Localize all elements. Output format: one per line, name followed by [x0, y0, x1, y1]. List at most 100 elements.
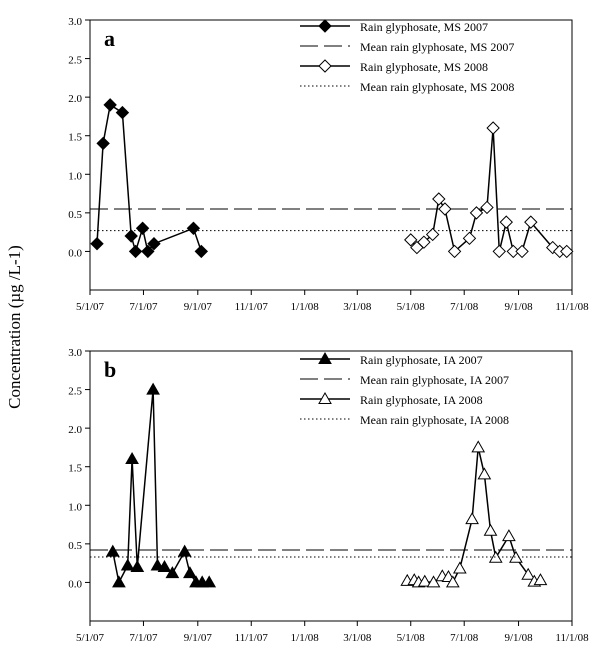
panel-a-series-3-point — [480, 200, 494, 215]
panel-b-y-tick-label: 1.0 — [68, 501, 82, 513]
panel-a-series-1-point — [141, 244, 155, 259]
panel-b-y-tick-label: 0.0 — [68, 578, 82, 590]
panel-b-series-3-point — [445, 575, 460, 588]
panel-b-series-1-point — [120, 558, 135, 571]
panel-a-series-1-point — [90, 237, 104, 251]
panel-a-series-1-point — [124, 229, 138, 243]
panel-a-y-tick-label: 1.5 — [68, 132, 82, 144]
panel-b-series-1-point — [157, 559, 172, 572]
panel-a-series-1-line — [96, 103, 203, 255]
panel-a-plot-frame — [89, 19, 573, 291]
panel-a-series-1-point — [186, 221, 201, 235]
panel-a-series-3-point — [524, 215, 538, 229]
panel-a-x-tick-label: 5/1/08 — [397, 301, 426, 313]
panel-a-letter: a — [104, 26, 115, 51]
panel-a-series-1-point — [115, 105, 130, 120]
panel-a-series-3-point — [492, 244, 506, 259]
panel-a-series-3-legend-marker — [318, 59, 332, 73]
panel-b-x-tick-label: 11/1/07 — [235, 632, 269, 644]
panel-a-x-tick-label: 3/1/08 — [343, 301, 372, 313]
panel-b-series-3-point — [488, 550, 503, 563]
panel-a-y-tick-label: 2.0 — [68, 93, 82, 105]
panel-b-series-3-point — [509, 550, 523, 563]
panel-a-x-tick-label: 7/1/08 — [450, 301, 479, 313]
panel-a-series-1-point — [135, 221, 150, 235]
panel-b-series-3-point — [471, 440, 486, 453]
panel-b-series-3-point — [502, 529, 516, 542]
panel-a-x-tick-label: 1/1/08 — [291, 301, 320, 313]
panel-b-series-1-legend-label: Rain glyphosate, IA 2007 — [360, 353, 483, 367]
panel-b-x-tick-label: 7/1/07 — [129, 632, 158, 644]
panel-b-series-1-point — [165, 566, 180, 579]
panel-b-series-3-point — [465, 512, 479, 525]
panel-a-series-3-legend-label: Rain glyphosate, MS 2008 — [360, 60, 488, 74]
panel-a-series-3-point — [404, 233, 418, 247]
panel-b-x-tick-label: 7/1/08 — [450, 632, 479, 644]
panel-b-series-3-legend-marker — [318, 391, 332, 404]
panel-a-series-1-point — [128, 244, 143, 259]
panel-b-series-1-point — [146, 382, 160, 395]
panel-b-series-3-legend-label: Rain glyphosate, IA 2008 — [360, 393, 483, 407]
panel-b-series-3-point — [477, 467, 492, 480]
panel-a-x-tick-label: 5/1/07 — [76, 301, 105, 313]
panel-a-y-tick-label: 2.5 — [68, 55, 82, 67]
panel-b-series-1-legend-marker — [318, 351, 332, 364]
panel-b-series-1-point — [112, 575, 126, 588]
panel-a-x-tick-label: 7/1/07 — [129, 301, 158, 313]
panel-b-series-2-legend-label: Mean rain glyphosate, IA 2007 — [360, 373, 509, 387]
panel-b-x-tick-label: 1/1/08 — [291, 632, 320, 644]
panel-b-series-1-point — [130, 559, 145, 572]
panel-b-y-tick-label: 1.5 — [68, 463, 82, 475]
panel-a-y-tick-label: 3.0 — [68, 16, 82, 28]
panel-a-series-3-point — [506, 244, 520, 259]
panel-a-series-1-legend-marker — [318, 19, 332, 33]
panel-a-x-tick-label: 9/1/08 — [504, 301, 533, 313]
panel-a-series-3-point — [499, 215, 513, 229]
panel-a-series-3-point — [486, 121, 500, 135]
panel-b-series-4-legend-label: Mean rain glyphosate, IA 2008 — [360, 413, 509, 427]
panel-b-series-3-point — [417, 574, 432, 587]
panel-b-x-tick-label: 11/1/08 — [555, 632, 589, 644]
panel-b-series-1-point — [125, 451, 139, 464]
panel-b-series-3-point — [521, 567, 536, 580]
panel-b-series-3-point — [483, 523, 498, 536]
panel-a-series-1-point — [103, 98, 117, 112]
panel-b-plot-frame — [89, 350, 573, 622]
panel-a-series-4-legend-label: Mean rain glyphosate, MS 2008 — [360, 80, 514, 94]
panel-a-series-2-legend-label: Mean rain glyphosate, MS 2007 — [360, 40, 514, 54]
panel-b-series-1-point — [202, 575, 217, 588]
panel-b-series-1-line — [112, 389, 210, 585]
panel-b-x-tick-label: 5/1/08 — [397, 632, 426, 644]
panel-b-y-tick-label: 3.0 — [68, 347, 82, 359]
panel-b-y-tick-label: 2.5 — [68, 386, 82, 398]
panel-b-x-tick-label: 3/1/08 — [343, 632, 372, 644]
panel-a-y-tick-label: 0.5 — [68, 209, 82, 221]
panel-b-series-3-point — [426, 575, 441, 588]
panel-a-y-tick-label: 0.0 — [68, 247, 82, 259]
panel-b-y-tick-label: 0.5 — [68, 540, 82, 552]
panel-b-series-1-point — [105, 544, 120, 557]
panel-a-series-3-point — [462, 231, 477, 246]
panel-a-series-3-point — [425, 227, 440, 242]
panel-b-x-tick-label: 5/1/07 — [76, 632, 105, 644]
panel-a-series-3-point — [515, 244, 529, 259]
panel-b-series-1-point — [177, 544, 192, 557]
panel-a-series-3-point — [560, 244, 574, 259]
panel-a-series-1-point — [194, 244, 209, 259]
panel-a-x-tick-label: 11/1/07 — [235, 301, 269, 313]
panel-a-series-3-point — [417, 235, 431, 249]
y-axis-label: Concentration (µg /L-1) — [5, 245, 24, 409]
panel-a-series-1-point — [147, 237, 161, 251]
panel-a-series-1-point — [96, 136, 110, 151]
panel-b-y-tick-label: 2.0 — [68, 424, 82, 436]
panel-a-y-tick-label: 1.0 — [68, 170, 82, 182]
panel-b-x-tick-label: 9/1/07 — [184, 632, 213, 644]
panel-b-x-tick-label: 9/1/08 — [504, 632, 533, 644]
panel-a-series-3-point — [438, 202, 452, 216]
panel-a-x-tick-label: 9/1/07 — [184, 301, 213, 313]
panel-a-x-tick-label: 11/1/08 — [555, 301, 589, 313]
panel-a-series-3-point — [447, 244, 462, 259]
panel-b-series-3-point — [533, 573, 548, 586]
